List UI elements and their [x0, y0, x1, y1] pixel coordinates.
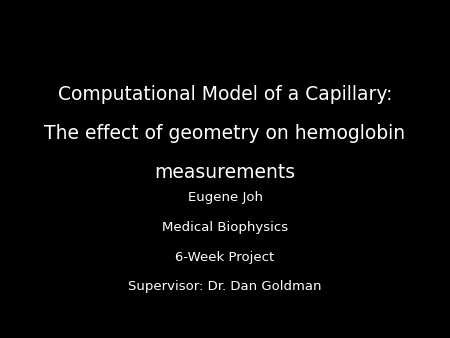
Text: The effect of geometry on hemoglobin: The effect of geometry on hemoglobin: [45, 124, 405, 143]
Text: measurements: measurements: [154, 163, 296, 182]
Text: Supervisor: Dr. Dan Goldman: Supervisor: Dr. Dan Goldman: [128, 281, 322, 293]
Text: Computational Model of a Capillary:: Computational Model of a Capillary:: [58, 85, 392, 104]
Text: 6-Week Project: 6-Week Project: [176, 251, 274, 264]
Text: Medical Biophysics: Medical Biophysics: [162, 221, 288, 234]
Text: Eugene Joh: Eugene Joh: [188, 191, 262, 204]
